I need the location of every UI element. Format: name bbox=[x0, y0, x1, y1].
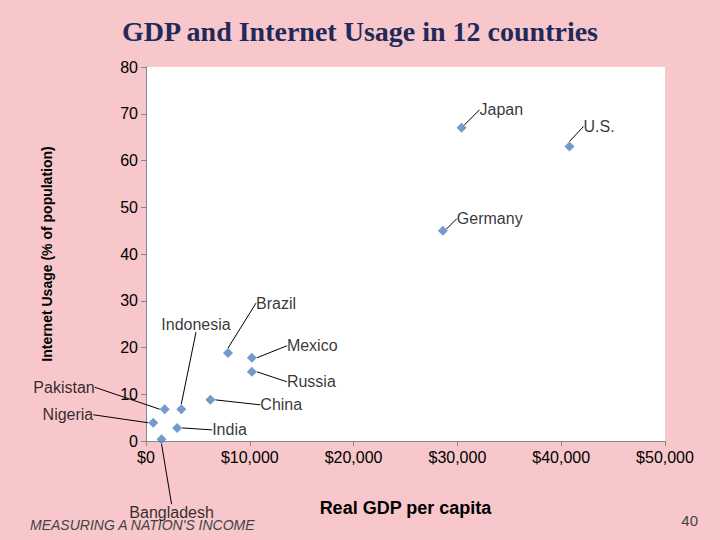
svg-text:U.S.: U.S. bbox=[584, 118, 615, 135]
svg-text:40: 40 bbox=[120, 246, 138, 263]
svg-text:GDP and Internet Usage in 12 c: GDP and Internet Usage in 12 countries bbox=[122, 16, 598, 47]
svg-text:60: 60 bbox=[120, 152, 138, 169]
svg-text:Russia: Russia bbox=[287, 373, 336, 390]
svg-text:$50,000: $50,000 bbox=[636, 449, 694, 466]
svg-text:India: India bbox=[212, 421, 247, 438]
svg-text:10: 10 bbox=[120, 386, 138, 403]
svg-text:Indonesia: Indonesia bbox=[161, 316, 230, 333]
svg-text:China: China bbox=[260, 396, 302, 413]
svg-text:Bangladesh: Bangladesh bbox=[129, 504, 214, 521]
svg-text:Japan: Japan bbox=[480, 101, 524, 118]
svg-text:Pakistan: Pakistan bbox=[33, 379, 94, 396]
svg-text:80: 80 bbox=[120, 59, 138, 76]
svg-text:$40,000: $40,000 bbox=[532, 449, 590, 466]
svg-text:$10,000: $10,000 bbox=[221, 449, 279, 466]
svg-text:Nigeria: Nigeria bbox=[43, 406, 94, 423]
svg-text:Mexico: Mexico bbox=[287, 337, 338, 354]
svg-text:20: 20 bbox=[120, 339, 138, 356]
svg-text:$30,000: $30,000 bbox=[428, 449, 486, 466]
svg-text:40: 40 bbox=[681, 512, 698, 529]
svg-text:0: 0 bbox=[129, 433, 138, 450]
svg-text:70: 70 bbox=[120, 105, 138, 122]
svg-text:$0: $0 bbox=[137, 449, 155, 466]
svg-text:$20,000: $20,000 bbox=[325, 449, 383, 466]
svg-text:50: 50 bbox=[120, 199, 138, 216]
svg-text:Brazil: Brazil bbox=[256, 295, 296, 312]
svg-text:Internet Usage (% of populatio: Internet Usage (% of population) bbox=[39, 146, 55, 361]
svg-text:Germany: Germany bbox=[457, 210, 523, 227]
svg-text:MEASURING A NATION'S INCOME: MEASURING A NATION'S INCOME bbox=[30, 517, 255, 533]
svg-text:30: 30 bbox=[120, 292, 138, 309]
svg-text:Real GDP per capita: Real GDP per capita bbox=[320, 498, 493, 518]
